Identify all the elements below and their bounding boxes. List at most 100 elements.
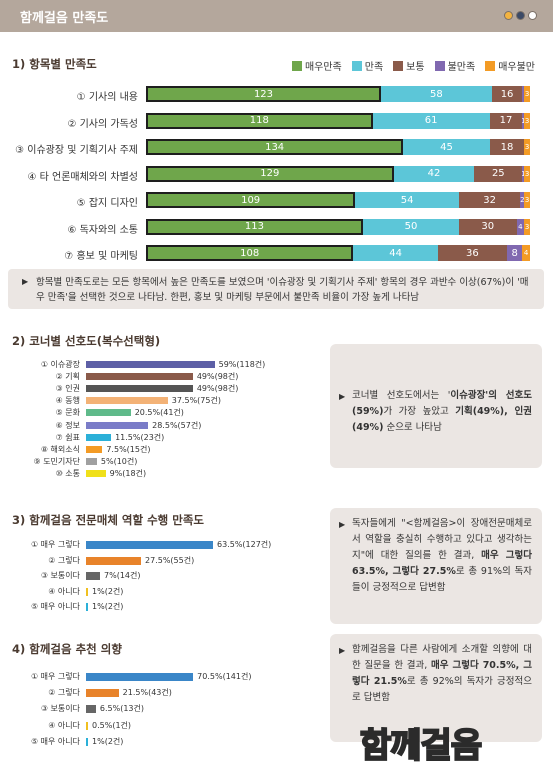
note2-text-c: 순으로 나타남 bbox=[383, 422, 442, 433]
bar-value-label: 11.5%(23건) bbox=[115, 432, 165, 442]
bar-value-label: 6.5%(13건) bbox=[99, 704, 144, 714]
bar bbox=[86, 373, 193, 381]
bar-value-label: 28.5%(57건) bbox=[152, 420, 202, 430]
legend-label: 만족 bbox=[364, 62, 384, 73]
arrow-icon: ▶ bbox=[339, 392, 346, 401]
bar bbox=[86, 385, 193, 393]
bar-segment: 118 bbox=[146, 112, 373, 129]
note2-bold-b: 기획(49%), 인권(49%) bbox=[352, 406, 532, 433]
category-label: ⑩ 소통 bbox=[55, 468, 80, 478]
row-label: ① 기사의 내용 bbox=[76, 92, 138, 103]
arrow-icon: ▶ bbox=[22, 277, 29, 286]
category-label: ④ 아니다 bbox=[48, 586, 80, 596]
bar-value-label: 20.5%(41건) bbox=[134, 408, 184, 418]
bar-segment: 44 bbox=[353, 245, 438, 261]
bar bbox=[86, 433, 112, 441]
bar-segment: 58 bbox=[380, 86, 492, 102]
legend-item: 불만족 bbox=[434, 58, 476, 73]
category-label: ⑧ 해외소식 bbox=[40, 444, 80, 454]
legend-swatch bbox=[434, 60, 445, 71]
category-label: ⑤ 매우 아니다 bbox=[30, 736, 80, 746]
bar-value-label: 27.5%(55건) bbox=[145, 555, 195, 565]
bar-segment: 3 bbox=[524, 165, 530, 182]
legend-item: 매우불만 bbox=[485, 58, 535, 73]
bar-segment: 3 bbox=[524, 218, 530, 235]
category-label: ③ 보통이다 bbox=[40, 704, 80, 714]
watermark-logo: 함께걸음 bbox=[359, 725, 483, 767]
bar-segment: 3 bbox=[524, 112, 530, 129]
legend-item: 보통 bbox=[393, 58, 425, 73]
note-section1-text: 항목별 만족도로는 모든 항목에서 높은 만족도를 보였으며 '이슈광장 및 기… bbox=[36, 277, 529, 303]
bar-segment: 25 bbox=[474, 165, 523, 182]
bar-segment: 129 bbox=[146, 165, 394, 182]
arrow-icon: ▶ bbox=[339, 646, 346, 655]
bar bbox=[86, 541, 213, 549]
category-label: ① 매우 그렇다 bbox=[30, 540, 80, 549]
category-label: ② 그렇다 bbox=[48, 555, 80, 565]
note4-bold: 매우 그렇다 70.5%, 그렇다 21.5% bbox=[352, 660, 532, 687]
bar-segment: 1 bbox=[522, 112, 525, 129]
legend-swatch bbox=[485, 60, 496, 71]
bar-value-label: 9%(18건) bbox=[109, 468, 147, 478]
bar bbox=[86, 556, 141, 565]
bar-segment: 32 bbox=[458, 192, 521, 208]
bar bbox=[86, 603, 88, 611]
bar-segment: 42 bbox=[393, 165, 475, 182]
bar-segment: 45 bbox=[403, 139, 490, 155]
arrow-icon: ▶ bbox=[339, 520, 346, 529]
legend-item: 매우만족 bbox=[291, 58, 342, 73]
bar-segment: 8 bbox=[506, 245, 523, 261]
dot-icon-orange bbox=[504, 11, 513, 20]
category-label: ① 이슈광장 bbox=[40, 360, 80, 369]
bar-value-label: 63.5%(127건) bbox=[217, 540, 272, 549]
bar bbox=[86, 409, 131, 417]
note-section4: ▶ 함께걸음을 다른 사람에게 소개할 의향에 대한 질문을 한 결과, 매우 … bbox=[330, 634, 542, 742]
bar-value-label: 1%(2건) bbox=[92, 736, 124, 746]
bar bbox=[86, 689, 119, 698]
bar bbox=[86, 721, 88, 730]
row-label: ⑤ 잡지 디자인 bbox=[76, 198, 138, 209]
chart1-legend: 매우만족 만족 보통 불만족 매우불만 bbox=[291, 58, 535, 73]
bar-value-label: 1%(2건) bbox=[92, 602, 124, 611]
bar-segment: 4 bbox=[516, 218, 525, 235]
bar bbox=[86, 737, 88, 746]
legend-swatch bbox=[351, 60, 362, 71]
note-section1: ▶ 항목별 만족도로는 모든 항목에서 높은 만족도를 보였으며 '이슈광장 및… bbox=[8, 269, 544, 309]
legend-label: 불만족 bbox=[447, 62, 476, 73]
row-label: ③ 이슈광장 및 기획기사 주제 bbox=[15, 145, 138, 156]
bar-value-label: 70.5%(141건) bbox=[197, 672, 252, 681]
bar-segment: 3 bbox=[524, 139, 530, 155]
category-label: ① 매우 그렇다 bbox=[30, 672, 80, 681]
legend-label: 매우불만 bbox=[498, 62, 535, 73]
note3-text-a: 독자들에게 "<함께걸음>이 장애전문매체로서 역할을 충실히 수행하고 있다고… bbox=[352, 518, 532, 561]
dot-icon-navy bbox=[516, 11, 525, 20]
note4-text-a: 함께걸음을 다른 사람에게 소개할 의향에 대한 질문을 한 결과, bbox=[352, 644, 532, 671]
bar bbox=[86, 469, 106, 477]
bar-value-label: 5%(10건) bbox=[100, 456, 138, 466]
category-label: ② 기획 bbox=[55, 372, 80, 382]
bar-segment: 3 bbox=[524, 192, 530, 208]
bar-segment: 17 bbox=[489, 112, 523, 129]
bar-segment: 1 bbox=[522, 165, 525, 182]
bar-value-label: 49%(98건) bbox=[196, 384, 239, 394]
page-title: 함께걸음 만족도 bbox=[20, 11, 109, 26]
note-section2: ▶ 코너별 선호도에서는 '이슈광장'의 선호도(59%)가 가장 높았고 기획… bbox=[330, 344, 542, 468]
note3-text-b: 로 총 91%의 독자들이 긍정적으로 답변함 bbox=[352, 566, 533, 593]
section3-title: 3) 함께걸음 전문매체 역할 수행 만족도 bbox=[12, 513, 204, 527]
bar bbox=[86, 361, 215, 368]
bar bbox=[86, 397, 168, 405]
bar-segment bbox=[522, 86, 525, 102]
bar-segment: 30 bbox=[458, 218, 517, 235]
header-dots bbox=[504, 11, 537, 20]
bar bbox=[86, 421, 149, 429]
category-label: ③ 인권 bbox=[55, 384, 80, 394]
bar-segment: 3 bbox=[524, 86, 530, 102]
bar-segment: 2 bbox=[520, 192, 525, 208]
bar bbox=[86, 587, 88, 596]
bar-segment: 4 bbox=[522, 245, 530, 261]
bar-segment: 36 bbox=[437, 245, 507, 261]
section2-title: 2) 코너별 선호도(복수선택형) bbox=[12, 334, 161, 348]
note-section3: ▶ 독자들에게 "<함께걸음>이 장애전문매체로서 역할을 충실히 수행하고 있… bbox=[330, 508, 542, 624]
note2-text-a: 코너별 선호도에서는 ' bbox=[352, 390, 451, 401]
row-label: ② 기사의 가독성 bbox=[67, 118, 138, 130]
